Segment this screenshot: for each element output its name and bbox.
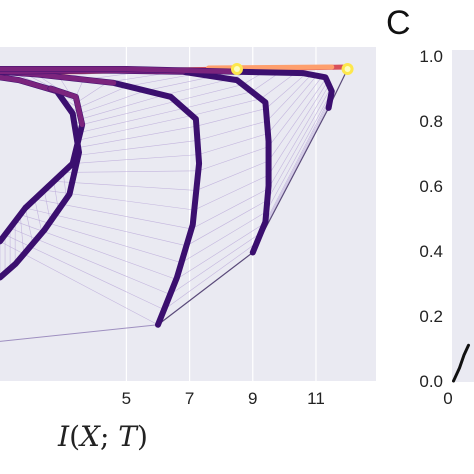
series-line-start	[0, 66, 240, 75]
mesh-line	[197, 120, 268, 141]
x-label-t: T	[118, 420, 139, 453]
mesh-line	[63, 170, 199, 173]
x-tick-label: 11	[307, 389, 325, 408]
mesh-line	[186, 199, 268, 247]
x-tick-label: 7	[185, 389, 194, 408]
mesh-line	[19, 214, 25, 255]
mesh-line	[76, 125, 197, 149]
mesh-line	[256, 103, 330, 243]
mesh-line	[43, 190, 51, 222]
x-tick-labels: 5 7 9 11	[122, 389, 325, 408]
mesh-line	[196, 160, 269, 191]
panel-label: C	[386, 4, 411, 42]
mesh-line	[268, 76, 323, 147]
series-group	[0, 64, 351, 328]
mesh-boundary	[157, 68, 349, 326]
x-label-open: (	[69, 420, 80, 453]
x-label-sep: ;	[100, 420, 118, 453]
mesh-line	[78, 115, 192, 141]
hot-band-bright	[206, 64, 335, 71]
mesh-line	[176, 222, 266, 280]
y-tick-label: 0.8	[419, 112, 443, 131]
mesh-line	[72, 154, 199, 164]
series-group-c	[452, 343, 470, 383]
mesh-line	[198, 146, 269, 172]
x-axis-label: I(X; T)	[57, 420, 148, 453]
y-tick-label: 1.0	[419, 47, 443, 66]
series-line	[452, 343, 470, 383]
mesh-line	[163, 242, 257, 310]
mesh-line	[267, 88, 331, 201]
mesh-line	[127, 73, 197, 87]
x-label-close: )	[137, 420, 148, 453]
mesh-line	[145, 76, 214, 91]
mesh-line	[268, 78, 327, 162]
x-label-x: X	[78, 420, 101, 453]
mesh-line	[80, 94, 164, 120]
y-tick-label: 0.6	[419, 177, 443, 196]
plot-area-c	[452, 50, 474, 382]
mesh-line	[191, 188, 269, 230]
mesh-line	[169, 232, 262, 295]
series-line-start	[0, 74, 60, 94]
mesh-boundary-lower	[0, 324, 159, 342]
x-tick-label: 5	[122, 389, 131, 408]
mesh-line	[82, 100, 176, 125]
left-panel: 5 7 9 11 I(X; T)	[0, 47, 376, 453]
series-line-start	[48, 85, 85, 128]
x-label-symbol: I	[57, 420, 70, 453]
y-tick-labels: 0.0 0.2 0.4 0.6 0.8 1.0	[419, 47, 443, 391]
y-tick-label: 0.0	[419, 372, 443, 391]
mesh-line	[191, 98, 261, 116]
mesh-line	[251, 72, 280, 92]
mesh-line	[181, 211, 267, 263]
right-panel: C 0.0 0.2 0.4 0.6 0.8 1.0 0	[386, 4, 474, 408]
mesh-line	[196, 108, 266, 127]
end-points	[230, 63, 354, 75]
mesh-line	[79, 90, 146, 114]
mesh-line	[267, 75, 317, 134]
end-point-core	[344, 66, 351, 72]
mesh-line	[34, 199, 43, 233]
mesh-line	[268, 84, 330, 189]
mesh-line	[198, 133, 269, 155]
mesh-line	[24, 207, 34, 244]
y-tick-label: 0.4	[419, 242, 443, 261]
mesh-line	[53, 181, 197, 191]
mesh-line	[266, 74, 312, 122]
mesh-line	[268, 81, 328, 176]
mesh-line	[260, 72, 296, 100]
mesh-line	[266, 91, 332, 212]
mesh-line	[175, 84, 243, 102]
mesh-line	[74, 140, 198, 157]
mesh-line	[78, 85, 128, 109]
end-point-core	[233, 66, 240, 72]
mesh-line	[53, 181, 59, 211]
mesh-line	[265, 73, 307, 109]
mesh-line	[183, 91, 252, 109]
mesh-line	[194, 174, 269, 211]
grid	[125, 47, 317, 381]
mesh-line	[80, 108, 184, 133]
x-tick-labels-c: 0	[443, 389, 452, 408]
y-tick-label: 0.2	[419, 307, 443, 326]
mesh-line	[163, 78, 231, 96]
mesh-line	[260, 99, 331, 234]
mesh-line	[264, 95, 332, 224]
x-tick-label: 9	[248, 389, 257, 408]
mesh-line	[76, 81, 108, 103]
x-tick-label: 0	[443, 389, 452, 408]
